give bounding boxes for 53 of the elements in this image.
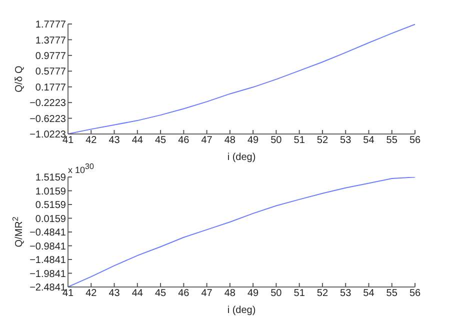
- x-tick-label: 46: [178, 288, 190, 300]
- x-tick-label: 43: [108, 135, 120, 146]
- x-tick-label: 42: [86, 135, 98, 146]
- x-axis-title: i (deg): [227, 152, 256, 163]
- y-tick-label: −0.4841: [30, 228, 66, 239]
- x-tick-label: 48: [224, 135, 236, 146]
- line-series: [68, 177, 415, 287]
- x-tick-label: 49: [248, 288, 260, 300]
- x-tick-label: 47: [201, 288, 213, 300]
- x-tick-label: 54: [363, 288, 375, 300]
- x-tick-label: 45: [154, 135, 167, 146]
- x-axis-title: i (deg): [227, 305, 256, 316]
- x-tick-label: 44: [132, 288, 144, 300]
- y-tick-label: 1.0159: [35, 186, 66, 198]
- x-tick-label: 41: [62, 135, 74, 146]
- x-tick-label: 50: [270, 135, 282, 146]
- x-tick-label: 52: [316, 288, 328, 300]
- x-tick-label: 51: [294, 288, 306, 300]
- y-tick-label: 0.5159: [35, 200, 66, 212]
- x-tick-label: 47: [201, 135, 213, 146]
- y-tick-label: 0.9777: [35, 50, 66, 62]
- y-tick-label: −0.6223: [30, 114, 66, 125]
- y-tick-label: −1.9841: [30, 268, 66, 280]
- x-tick-label: 51: [294, 135, 306, 146]
- x-tick-label: 41: [62, 288, 74, 300]
- x-tick-label: 56: [409, 135, 421, 146]
- x-tick-label: 49: [248, 135, 260, 146]
- y-tick-label: 1.7777: [35, 20, 66, 31]
- x-tick-label: 56: [409, 288, 421, 300]
- x-tick-label: 55: [386, 288, 398, 300]
- y-tick-label: 0.0159: [35, 214, 66, 225]
- x-tick-label: 46: [178, 135, 190, 146]
- x-tick-label: 43: [108, 288, 120, 300]
- y-tick-label: −0.2223: [30, 98, 66, 110]
- x-tick-label: 44: [132, 135, 144, 146]
- x-tick-label: 53: [340, 288, 352, 300]
- y-tick-label: −1.4841: [30, 255, 66, 266]
- y-axis-title: Q/δ Q: [14, 65, 25, 92]
- text: x 10$^{30}$: [68, 162, 94, 175]
- x-tick-label: 48: [224, 288, 236, 300]
- y-tick-label: 1.3777: [35, 35, 66, 46]
- x-tick-label: 55: [386, 135, 398, 146]
- y-tick-label: 1.5159: [35, 172, 66, 184]
- x-tick-label: 53: [340, 135, 352, 146]
- y-tick-label: −0.9841: [30, 241, 66, 252]
- x-tick-label: 54: [363, 135, 375, 146]
- x-tick-label: 50: [270, 288, 282, 300]
- x-tick-label: 45: [154, 288, 167, 300]
- x-tick-label: 42: [86, 288, 98, 300]
- y-tick-label: 0.1777: [35, 82, 66, 94]
- line-series: [68, 24, 415, 134]
- x-tick-label: 52: [316, 135, 328, 146]
- y-tick-label: 0.5777: [35, 66, 66, 78]
